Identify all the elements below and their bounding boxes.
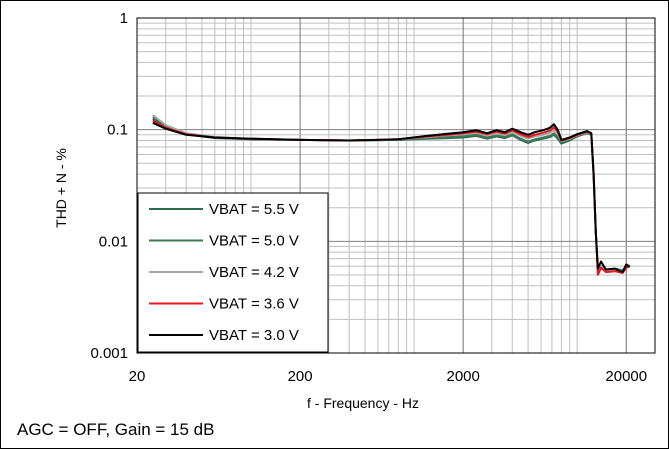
legend-label: VBAT = 5.0 V [209, 233, 299, 250]
x-tick-label: 20000 [605, 368, 647, 385]
x-tick-label: 20 [129, 368, 146, 385]
x-tick-label: 200 [288, 368, 313, 385]
series-line [152, 121, 631, 274]
legend-label: VBAT = 3.6 V [209, 296, 299, 313]
plot-area-border [136, 17, 656, 354]
legend-label: VBAT = 5.5 V [209, 201, 299, 218]
y-tick-label: 0.001 [90, 345, 128, 362]
legend-label: VBAT = 3.0 V [209, 327, 299, 344]
y-tick-label: 1 [120, 10, 128, 27]
series-layer [152, 114, 631, 276]
y-tick-label: 0.01 [99, 233, 128, 250]
y-tick-labels: 0.001 0.01 0.1 1 [90, 10, 128, 362]
legend-label: VBAT = 4.2 V [209, 264, 299, 281]
footnote: AGC = OFF, Gain = 15 dB [17, 420, 215, 439]
y-axis-label: THD + N - % [53, 148, 69, 228]
legend: VBAT = 5.5 V VBAT = 5.0 V VBAT = 4.2 V VBAT… [137, 192, 329, 353]
x-tick-label: 2000 [446, 368, 479, 385]
x-axis-label: f - Frequency - Hz [307, 395, 419, 411]
y-tick-label: 0.1 [107, 122, 128, 139]
x-tick-labels: 20 200 2000 20000 [129, 368, 647, 385]
